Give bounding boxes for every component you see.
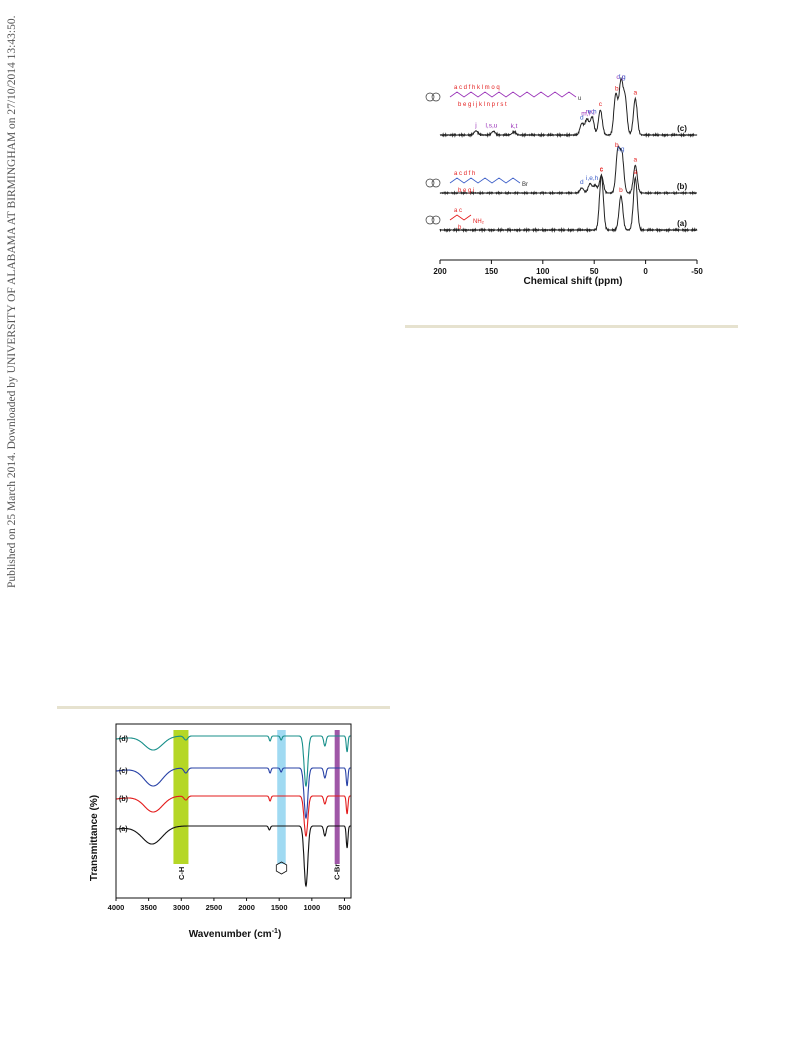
ir-series-label: (d) bbox=[119, 736, 128, 743]
nmr-x-tick-label: 50 bbox=[590, 267, 599, 276]
ir-chart: C-H C-Br (a) (b) (c) (d) 4000 3500 3000 2500 200… bbox=[89, 723, 352, 940]
nmr-peak-label: a bbox=[634, 169, 638, 176]
ir-x-tick-label: 4000 bbox=[108, 903, 125, 912]
ir-x-tick-label: 3500 bbox=[140, 903, 157, 912]
nmr-peak-label: b bbox=[615, 142, 619, 149]
nmr-peak-label: b bbox=[619, 187, 623, 194]
structure-end-group: u bbox=[578, 96, 581, 102]
nmr-x-tick-label: 200 bbox=[433, 267, 447, 276]
silica-core-icon bbox=[425, 92, 435, 102]
ir-trace-d bbox=[116, 735, 351, 788]
pyridinium-ring-icon bbox=[275, 861, 288, 875]
structure-bottom-labels: b e g i bbox=[458, 188, 474, 194]
ir-band-label: C-H bbox=[177, 867, 186, 880]
ir-band bbox=[334, 730, 340, 864]
nmr-x-axis: 200 150 100 50 0 -50 bbox=[433, 259, 703, 276]
nmr-peak-label: l,s,u bbox=[485, 122, 497, 129]
structure-top-labels: a c bbox=[454, 208, 462, 214]
nmr-trace-a bbox=[439, 173, 698, 234]
nmr-series-group: (a) (b) (c) bbox=[439, 77, 698, 234]
ir-x-tick-label: 500 bbox=[338, 903, 351, 912]
nmr-peak-label: b bbox=[615, 85, 619, 92]
ir-band bbox=[277, 730, 286, 864]
structure-end-group: NH₂ bbox=[473, 219, 485, 225]
download-note: Published on 25 March 2014. Downloaded b… bbox=[6, 15, 18, 588]
ir-x-tick-label: 1500 bbox=[271, 903, 288, 912]
nmr-peak-label: n,q bbox=[586, 108, 595, 115]
bottom-figure-rule bbox=[57, 706, 390, 709]
nmr-peak-label: d bbox=[580, 115, 584, 122]
ir-x-tick-label: 2000 bbox=[238, 903, 255, 912]
nmr-peak-label: k,t bbox=[511, 123, 518, 130]
nmr-x-tick-label: 150 bbox=[485, 267, 499, 276]
ir-series-group: (a) (b) (c) (d) bbox=[116, 735, 351, 888]
ir-series-label: (b) bbox=[119, 796, 128, 803]
ir-series-label: (c) bbox=[119, 768, 128, 775]
ir-y-axis-title: Transmittance (%) bbox=[89, 795, 100, 881]
silica-core-icon bbox=[431, 215, 441, 225]
nmr-structures: a c b NH₂ a c d f h b e g i Br a c d f h k l m… bbox=[425, 85, 581, 231]
structure-top-labels: a c d f h k l m o q bbox=[454, 85, 500, 91]
ir-x-tick-label: 1000 bbox=[303, 903, 320, 912]
alkyl-chain-icon bbox=[449, 91, 577, 98]
ir-x-tick-label: 2500 bbox=[206, 903, 223, 912]
nmr-x-tick-label: 100 bbox=[536, 267, 550, 276]
nmr-peak-label: c bbox=[600, 166, 604, 173]
nmr-x-tick-label: 0 bbox=[643, 267, 648, 276]
ir-plot-frame bbox=[115, 723, 352, 899]
nmr-peak-label: f,g bbox=[617, 146, 625, 153]
ir-trace-a bbox=[116, 825, 351, 888]
ir-x-tick-label: 3000 bbox=[173, 903, 190, 912]
nmr-series-label: (a) bbox=[677, 219, 687, 228]
alkyl-chain-icon bbox=[449, 177, 521, 184]
ir-series-label: (a) bbox=[119, 826, 128, 833]
nmr-peak-label: m,r bbox=[581, 110, 591, 117]
ir-x-axis: 4000 3500 3000 2500 2000 1500 1000 500 bbox=[108, 723, 352, 912]
alkyl-chain-icon bbox=[449, 214, 472, 221]
silica-core-icon bbox=[431, 178, 441, 188]
nmr-peak-label: o,p bbox=[616, 74, 625, 81]
structure-end-group: Br bbox=[522, 182, 528, 188]
ir-bands: C-H C-Br bbox=[173, 730, 341, 880]
nmr-chart: 200 150 100 50 0 -50 (a)(b)(c) cbadi,e,hcbf,g… bbox=[425, 74, 703, 287]
nmr-peak-label: c bbox=[599, 101, 603, 108]
nmr-x-axis-title: Chemical shift (ppm) bbox=[524, 276, 623, 287]
ir-band bbox=[173, 730, 189, 864]
nmr-series-label: (c) bbox=[677, 124, 687, 133]
top-figure-rule bbox=[405, 325, 738, 328]
nmr-series-label: (b) bbox=[677, 182, 688, 191]
nmr-peak-label: f,g bbox=[618, 74, 626, 81]
nmr-trace-b bbox=[439, 145, 697, 196]
silica-core-icon bbox=[431, 92, 441, 102]
structure-top-labels: a c d f h bbox=[454, 171, 475, 177]
ir-x-axis-title: Wavenumber (cm-1) bbox=[189, 928, 282, 940]
nmr-peak-label: e,h bbox=[588, 108, 597, 115]
nmr-peak-label: d bbox=[580, 179, 584, 186]
structure-bottom-labels: b bbox=[458, 225, 462, 231]
nmr-peak-label: c bbox=[600, 166, 604, 173]
nmr-x-tick-label: -50 bbox=[691, 267, 703, 276]
nmr-trace-c bbox=[439, 77, 698, 139]
nmr-peak-label: j bbox=[474, 122, 476, 129]
ir-trace-c bbox=[116, 767, 351, 820]
ir-trace-b bbox=[116, 795, 351, 838]
silica-core-icon bbox=[425, 215, 435, 225]
nmr-peak-label: i,e,h bbox=[586, 175, 599, 182]
ir-band-label: C-Br bbox=[332, 864, 341, 880]
silica-core-icon bbox=[425, 178, 435, 188]
nmr-peak-label: a bbox=[634, 90, 638, 97]
nmr-peak-label: a bbox=[634, 156, 638, 163]
structure-bottom-labels: b e g i j k l n p r s t bbox=[458, 102, 507, 108]
